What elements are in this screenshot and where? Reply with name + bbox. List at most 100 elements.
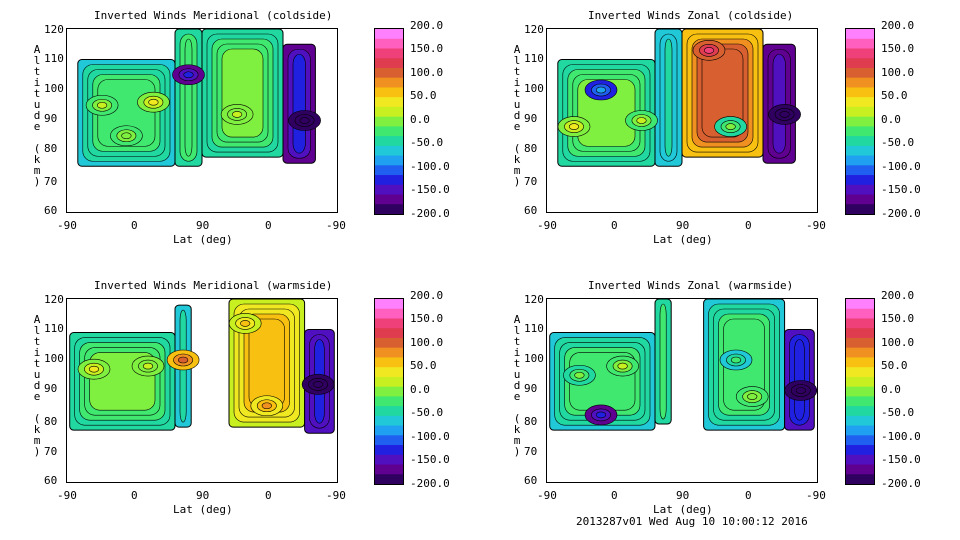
colorbar-swatch xyxy=(846,194,874,205)
x-tick: -90 xyxy=(537,219,557,232)
colorbar-tick: -100.0 xyxy=(410,430,450,443)
y-tick: 100 xyxy=(524,352,544,365)
colorbar-tick: -150.0 xyxy=(410,453,450,466)
colorbar-tick: 100.0 xyxy=(410,336,444,349)
colorbar-swatch xyxy=(846,116,874,127)
y-tick: 120 xyxy=(524,293,544,306)
y-tick: 100 xyxy=(44,82,64,95)
contour-feature xyxy=(121,132,132,140)
colorbar-swatch xyxy=(846,376,874,388)
contour-feature xyxy=(595,411,607,419)
colorbar-swatch xyxy=(846,474,874,484)
y-tick: 120 xyxy=(524,23,544,36)
contour-feature xyxy=(232,111,243,118)
colorbar-tick: -200.0 xyxy=(410,207,450,220)
colorbar-swatch xyxy=(375,464,403,475)
contour-feature xyxy=(96,101,108,109)
colorbar-tick: 200.0 xyxy=(881,19,915,32)
colorbar-tick: -200.0 xyxy=(881,477,921,490)
contour-feature xyxy=(730,356,742,364)
colorbar-swatch xyxy=(846,396,874,407)
colorbar-tick: 100.0 xyxy=(881,336,915,349)
contour-field xyxy=(549,299,817,431)
contour-feature xyxy=(795,387,806,394)
colorbar-tick: -150.0 xyxy=(881,453,921,466)
colorbar-swatch xyxy=(846,435,874,446)
contour-feature xyxy=(747,393,758,400)
colorbar-swatch xyxy=(375,347,403,358)
colorbar-swatch xyxy=(846,425,874,436)
contour-level xyxy=(659,303,667,420)
colorbar-swatch xyxy=(375,184,403,196)
contour-feature xyxy=(240,320,251,327)
colorbar-swatch xyxy=(375,204,403,214)
colorbar-tick: 50.0 xyxy=(881,89,908,102)
colorbar-swatch xyxy=(375,337,403,349)
x-tick: 0 xyxy=(745,489,752,502)
colorbar xyxy=(845,28,875,215)
colorbar-tick: -200.0 xyxy=(410,477,450,490)
colorbar-swatch xyxy=(375,175,403,186)
contour-feature xyxy=(142,362,154,370)
colorbar-swatch xyxy=(846,155,874,166)
x-tick: -90 xyxy=(326,489,346,502)
colorbar-tick: -150.0 xyxy=(881,183,921,196)
x-axis-label: Lat (deg) xyxy=(173,233,233,246)
x-tick: -90 xyxy=(57,219,77,232)
colorbar-swatch xyxy=(846,145,874,157)
colorbar-swatch xyxy=(375,299,403,310)
x-tick: 0 xyxy=(265,219,272,232)
x-tick: -90 xyxy=(806,219,826,232)
colorbar-swatch xyxy=(846,87,874,98)
colorbar-swatch xyxy=(375,415,403,427)
x-axis-label: Lat (deg) xyxy=(653,233,713,246)
x-tick: 0 xyxy=(611,219,618,232)
colorbar-swatch xyxy=(846,454,874,466)
colorbar-swatch xyxy=(846,58,874,69)
colorbar-swatch xyxy=(375,406,403,417)
colorbar-swatch xyxy=(846,406,874,417)
y-tick: 80 xyxy=(524,415,538,428)
colorbar-swatch xyxy=(846,347,874,358)
contour-feature xyxy=(183,71,194,79)
colorbar-swatch xyxy=(375,454,403,466)
colorbar-swatch xyxy=(846,367,874,378)
colorbar-swatch xyxy=(375,67,403,79)
colorbar-swatch xyxy=(846,308,874,319)
colorbar-tick: 100.0 xyxy=(881,66,915,79)
colorbar-tick: 50.0 xyxy=(881,359,908,372)
colorbar-tick: -50.0 xyxy=(881,136,915,149)
colorbar-swatch xyxy=(375,386,403,397)
y-tick: 60 xyxy=(524,204,538,217)
contour-feature xyxy=(313,381,324,388)
x-tick: 0 xyxy=(611,489,618,502)
y-tick: 80 xyxy=(44,142,58,155)
x-tick: -90 xyxy=(57,489,77,502)
y-tick: 60 xyxy=(44,474,58,487)
x-axis-label: Lat (deg) xyxy=(653,503,713,516)
colorbar-swatch xyxy=(846,165,874,176)
contour-feature xyxy=(779,111,790,118)
colorbar-swatch xyxy=(375,367,403,378)
chart-title: Inverted Winds Zonal (coldside) xyxy=(588,9,794,22)
contour-feature xyxy=(574,371,585,379)
colorbar-tick: 150.0 xyxy=(410,42,444,55)
colorbar-tick: 150.0 xyxy=(881,312,915,325)
colorbar-tick: 0.0 xyxy=(410,383,430,396)
colorbar-swatch xyxy=(375,106,403,118)
y-tick: 100 xyxy=(524,82,544,95)
colorbar-swatch xyxy=(375,48,403,59)
colorbar-tick: 150.0 xyxy=(881,42,915,55)
colorbar-swatch xyxy=(375,396,403,407)
contour-feature xyxy=(725,123,736,130)
colorbar xyxy=(374,298,404,485)
x-tick: 90 xyxy=(196,219,210,232)
colorbar-swatch xyxy=(846,29,874,40)
colorbar-tick: -50.0 xyxy=(410,136,444,149)
colorbar-swatch xyxy=(846,184,874,196)
contour-feature xyxy=(595,86,607,94)
contour-feature xyxy=(568,123,580,130)
colorbar-swatch xyxy=(375,357,403,368)
